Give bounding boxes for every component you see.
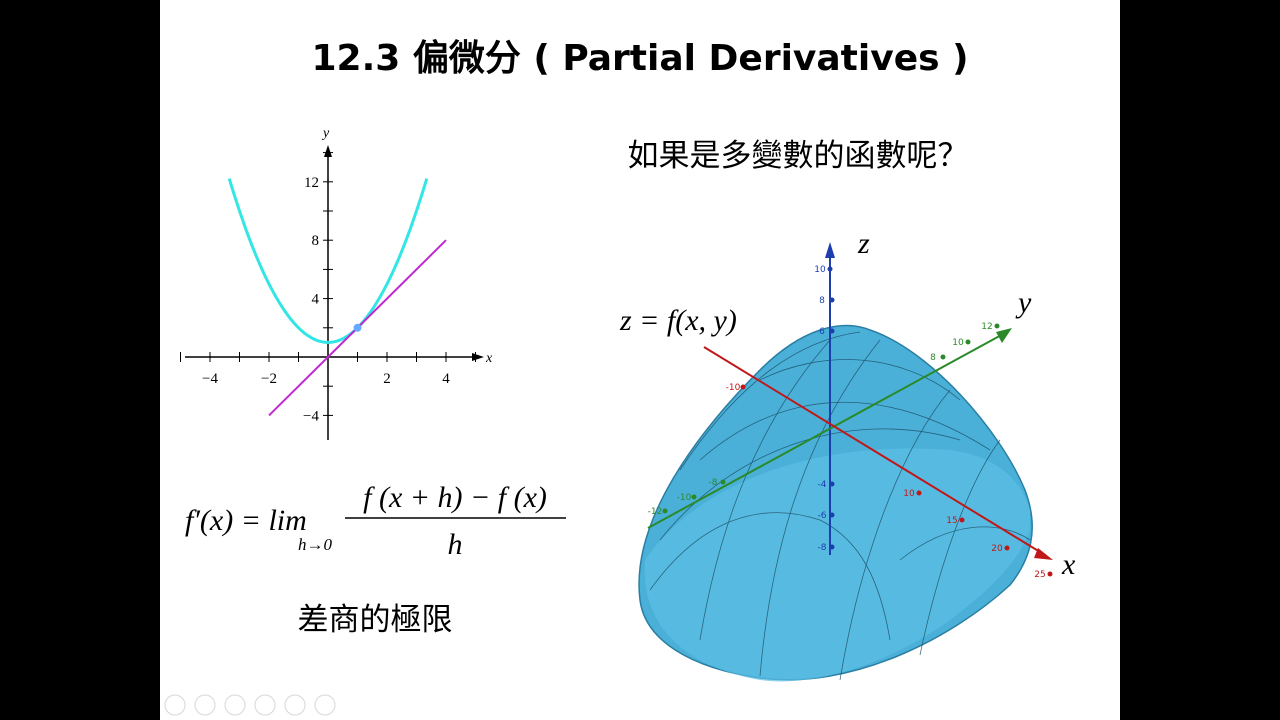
x-tick-label: 2 bbox=[383, 371, 391, 387]
tick-3d-dot bbox=[827, 266, 833, 272]
x-label: x bbox=[485, 351, 493, 366]
tick-3d-dot bbox=[1047, 571, 1053, 577]
y-arrow bbox=[996, 328, 1012, 343]
y-tick-label: 12 bbox=[304, 175, 319, 191]
question: 如果是多變數的函數呢？ bbox=[628, 138, 969, 174]
z-arrow bbox=[825, 242, 835, 258]
tick-3d-dot bbox=[829, 481, 835, 487]
tick-3d-label: 15 bbox=[946, 516, 957, 526]
tick-3d-dot bbox=[720, 479, 726, 485]
tick-3d-label: 20 bbox=[991, 544, 1003, 554]
axis-x-label: x bbox=[1061, 548, 1076, 581]
tick-3d-label: -10 bbox=[677, 493, 692, 503]
tick-3d-dot bbox=[691, 494, 697, 500]
tangent-point bbox=[353, 323, 362, 332]
tick-3d-label: -12 bbox=[648, 507, 663, 517]
x-arrow bbox=[1034, 548, 1053, 560]
tick-3d-label: -10 bbox=[726, 383, 741, 393]
tick-3d-dot bbox=[1004, 545, 1010, 551]
x-arrow bbox=[472, 353, 484, 361]
tick-3d-label: -8 bbox=[818, 543, 827, 553]
y-tick-label: −4 bbox=[303, 408, 319, 424]
tick-3d-label: 25 bbox=[1034, 570, 1045, 580]
y-axis bbox=[647, 332, 1006, 529]
tick-3d-dot bbox=[829, 512, 835, 518]
formula-limit: h→0 bbox=[298, 535, 333, 554]
toolbar[interactable] bbox=[164, 694, 336, 716]
y-label: y bbox=[321, 126, 330, 141]
x-axis bbox=[703, 346, 1046, 556]
tick-3d-dot bbox=[662, 508, 668, 514]
formula: f′(x) = lim h→0 f (x + h) − f (x) h bbox=[185, 481, 566, 561]
formula-denominator: h bbox=[448, 528, 463, 561]
parabola bbox=[227, 178, 429, 344]
y-arrow bbox=[324, 145, 332, 157]
tick-3d-label: 10 bbox=[814, 265, 826, 275]
tick-3d-dot bbox=[829, 544, 835, 550]
tick-3d-dot bbox=[965, 339, 971, 345]
axis-z-label: z bbox=[857, 227, 870, 260]
tick-3d-label: 10 bbox=[952, 338, 964, 348]
tick-3d-label: 8 bbox=[819, 296, 825, 306]
tick-3d-label: 8 bbox=[930, 353, 936, 363]
y-tick-label: 4 bbox=[312, 292, 320, 308]
tick-3d-label: 12 bbox=[981, 322, 992, 332]
tick-3d-dot bbox=[829, 328, 835, 334]
tick-3d-label: 10 bbox=[903, 489, 915, 499]
tick-3d-label: -8 bbox=[709, 478, 718, 488]
x-tick-label: −4 bbox=[202, 371, 218, 387]
tick-3d-dot bbox=[940, 354, 946, 360]
x-tick-label: −2 bbox=[261, 371, 277, 387]
caption: 差商的極限 bbox=[298, 602, 453, 638]
tick-3d-dot bbox=[959, 517, 965, 523]
tick-3d-label: -6 bbox=[818, 511, 827, 521]
tick-3d-dot bbox=[740, 384, 746, 390]
tick-3d-label: 6 bbox=[819, 327, 825, 337]
title: 12.3 偏微分 ( Partial Derivatives ) bbox=[311, 38, 968, 79]
axes-3d bbox=[647, 242, 1053, 560]
formula-lhs: f′(x) = lim bbox=[185, 504, 307, 537]
x-tick-label: 4 bbox=[442, 371, 450, 387]
tick-3d-label: -4 bbox=[818, 480, 827, 490]
surface-label: z = f(x, y) bbox=[619, 304, 737, 337]
tick-3d-dot bbox=[829, 297, 835, 303]
tick-3d-dot bbox=[994, 323, 1000, 329]
tick-3d-dot bbox=[916, 490, 922, 496]
surface-3d bbox=[638, 324, 1033, 682]
axis-y-label: y bbox=[1015, 286, 1032, 319]
formula-numerator: f (x + h) − f (x) bbox=[363, 481, 547, 514]
y-tick-label: 8 bbox=[312, 233, 320, 249]
